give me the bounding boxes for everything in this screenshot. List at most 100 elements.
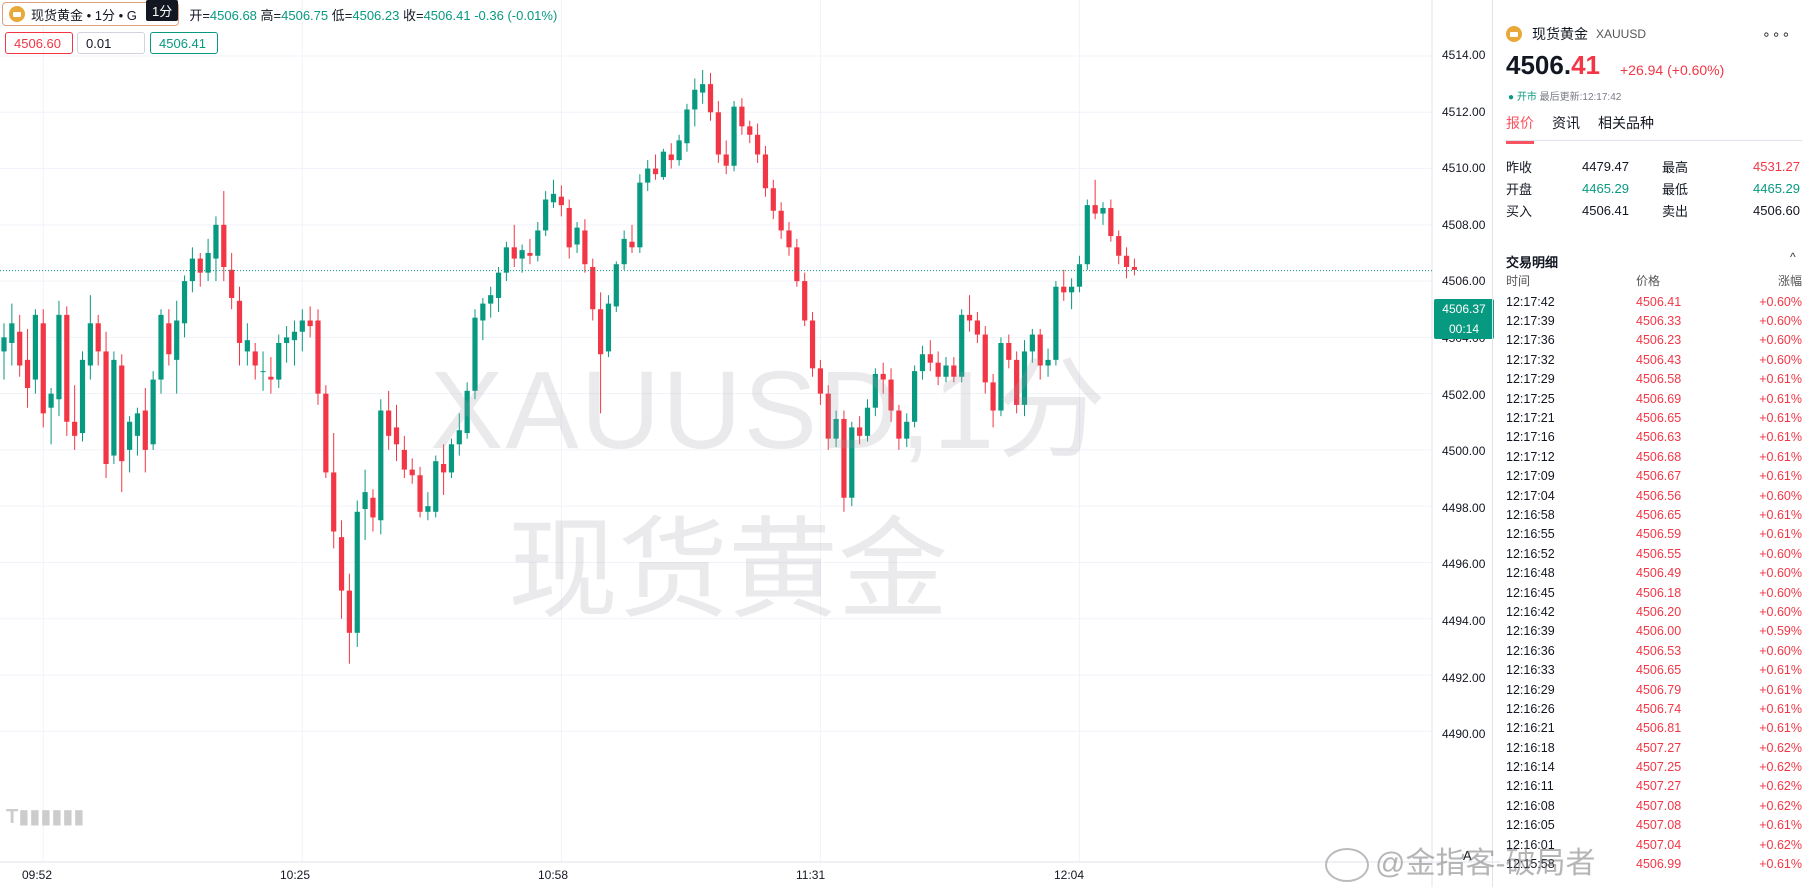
trades-list[interactable]: 12:17:42 4506.41 +0.60% 12:17:39 4506.33 +0.6… <box>1506 292 1802 874</box>
trade-row[interactable]: 12:17:42 4506.41 +0.60% <box>1506 292 1802 311</box>
candle <box>40 309 46 428</box>
lot-size-input[interactable]: 0.01 <box>77 32 145 54</box>
trade-row[interactable]: 12:16:08 4507.08 +0.62% <box>1506 796 1802 815</box>
candle <box>456 413 462 456</box>
candle-body <box>1037 334 1043 366</box>
panel-more-icon[interactable]: ∘∘∘ <box>1762 26 1792 42</box>
trade-price: 4506.74 <box>1636 701 1682 716</box>
candle-body <box>857 427 863 436</box>
candle <box>150 371 156 450</box>
trade-row[interactable]: 12:17:29 4506.58 +0.61% <box>1506 370 1802 389</box>
candle-body <box>24 359 31 389</box>
tradingview-logo[interactable]: T▮▮▮▮▮▮ <box>6 806 85 828</box>
trade-row[interactable]: 12:16:52 4506.55 +0.60% <box>1506 544 1802 563</box>
candle-body <box>739 106 745 127</box>
trade-row[interactable]: 12:16:39 4506.00 +0.59% <box>1506 622 1802 641</box>
trade-row[interactable]: 12:16:55 4506.59 +0.61% <box>1506 525 1802 544</box>
tab-quote[interactable]: 报价 <box>1506 113 1534 144</box>
price-tick-label: 4490.00 <box>1442 727 1486 742</box>
trade-time: 12:16:42 <box>1506 604 1555 619</box>
trade-row[interactable]: 12:16:01 4507.04 +0.62% <box>1506 835 1802 854</box>
trade-row[interactable]: 12:16:58 4506.65 +0.61% <box>1506 505 1802 524</box>
time-tick-label: 11:31 <box>796 868 826 882</box>
trade-row[interactable]: 12:17:21 4506.65 +0.61% <box>1506 408 1802 427</box>
trade-row[interactable]: 12:17:39 4506.33 +0.60% <box>1506 311 1802 330</box>
trade-time: 12:16:14 <box>1506 760 1555 775</box>
candle <box>48 388 54 445</box>
candle-body <box>1100 207 1106 214</box>
candle-body <box>747 126 753 135</box>
price-tick-label: 4500.00 <box>1442 444 1486 459</box>
trade-row[interactable]: 12:17:04 4506.56 +0.60% <box>1506 486 1802 505</box>
candle-body <box>166 323 172 355</box>
panel-divider[interactable] <box>1492 0 1493 887</box>
collapse-chevron-icon[interactable]: ^ <box>1790 250 1796 264</box>
trade-row[interactable]: 12:16:11 4507.27 +0.62% <box>1506 777 1802 796</box>
candle <box>550 179 557 208</box>
candle-body <box>943 365 949 377</box>
trade-row[interactable]: 12:17:16 4506.63 +0.61% <box>1506 428 1802 447</box>
trade-price: 4507.08 <box>1636 798 1682 813</box>
candle-body <box>236 300 243 343</box>
candle <box>166 309 172 366</box>
trade-row[interactable]: 12:17:09 4506.67 +0.61% <box>1506 467 1802 486</box>
trade-row[interactable]: 12:16:36 4506.53 +0.60% <box>1506 641 1802 660</box>
trade-row[interactable]: 12:17:32 4506.43 +0.60% <box>1506 350 1802 369</box>
trade-change: +0.61% <box>1759 430 1802 445</box>
candle <box>401 435 407 479</box>
price-tick-label: 4498.00 <box>1442 500 1486 515</box>
timeframe-tooltip: 1分 <box>146 0 179 21</box>
candle-body <box>142 410 148 450</box>
tab-related[interactable]: 相关品种 <box>1598 115 1654 131</box>
trade-row[interactable]: 12:16:48 4506.49 +0.60% <box>1506 563 1802 582</box>
candle-body <box>40 323 46 414</box>
price-tick-label: 4510.00 <box>1442 161 1486 176</box>
candle-body <box>495 272 502 298</box>
sell-button[interactable]: 4506.60 <box>5 32 73 54</box>
low-value: 4506.23 <box>352 7 400 23</box>
price-tail: 41 <box>1571 50 1600 80</box>
trade-row[interactable]: 12:17:36 4506.23 +0.60% <box>1506 331 1802 350</box>
trade-row[interactable]: 12:16:33 4506.65 +0.61% <box>1506 660 1802 679</box>
stat-label: 最高 <box>1662 159 1689 175</box>
tab-news[interactable]: 资讯 <box>1552 115 1580 131</box>
candle-body <box>72 421 78 436</box>
candle-body <box>723 154 729 166</box>
trade-row[interactable]: 12:16:21 4506.81 +0.61% <box>1506 719 1802 738</box>
candle <box>786 222 792 256</box>
trade-price: 4506.58 <box>1636 372 1682 387</box>
candle <box>566 199 572 259</box>
trade-price: 4506.00 <box>1636 624 1682 639</box>
trade-row[interactable]: 12:16:18 4507.27 +0.62% <box>1506 738 1802 757</box>
trade-row[interactable]: 12:15:58 4506.99 +0.61% <box>1506 854 1802 873</box>
candle <box>1006 334 1012 369</box>
trade-price: 4506.33 <box>1636 314 1682 329</box>
trade-time: 12:17:25 <box>1506 391 1555 406</box>
trade-row[interactable]: 12:16:26 4506.74 +0.61% <box>1506 699 1802 718</box>
candle-body <box>841 418 847 498</box>
current-price-tag: 4506.37 00:14 <box>1434 299 1494 339</box>
trade-row[interactable]: 12:16:42 4506.20 +0.60% <box>1506 602 1802 621</box>
trade-row[interactable]: 12:16:29 4506.79 +0.61% <box>1506 680 1802 699</box>
trade-row[interactable]: 12:17:25 4506.69 +0.61% <box>1506 389 1802 408</box>
price-tick-label: 4508.00 <box>1442 217 1486 232</box>
trade-change: +0.60% <box>1759 566 1802 581</box>
trade-price: 4506.23 <box>1636 333 1682 348</box>
trade-time: 12:16:18 <box>1506 740 1555 755</box>
auto-scale-button[interactable]: A <box>1463 848 1472 863</box>
trade-row[interactable]: 12:16:05 4507.08 +0.61% <box>1506 816 1802 835</box>
trade-row[interactable]: 12:16:45 4506.18 +0.60% <box>1506 583 1802 602</box>
trade-row[interactable]: 12:17:12 4506.68 +0.61% <box>1506 447 1802 466</box>
candle <box>590 258 596 321</box>
candle <box>338 520 345 619</box>
candlestick-chart[interactable] <box>0 0 1510 887</box>
candle <box>111 351 117 464</box>
buy-button[interactable]: 4506.41 <box>150 32 218 54</box>
chart-area[interactable]: XAUUSD,1分 现货黄金 现货黄金 • 1分 • G ∘∘∘ 开=4506.… <box>0 0 1510 887</box>
candle-body <box>378 410 384 521</box>
price-tick-label: 4502.00 <box>1442 387 1486 402</box>
header-price: 价格 <box>1636 274 1661 288</box>
trade-row[interactable]: 12:16:14 4507.25 +0.62% <box>1506 757 1802 776</box>
candle <box>668 143 674 169</box>
candle-body <box>181 281 188 324</box>
